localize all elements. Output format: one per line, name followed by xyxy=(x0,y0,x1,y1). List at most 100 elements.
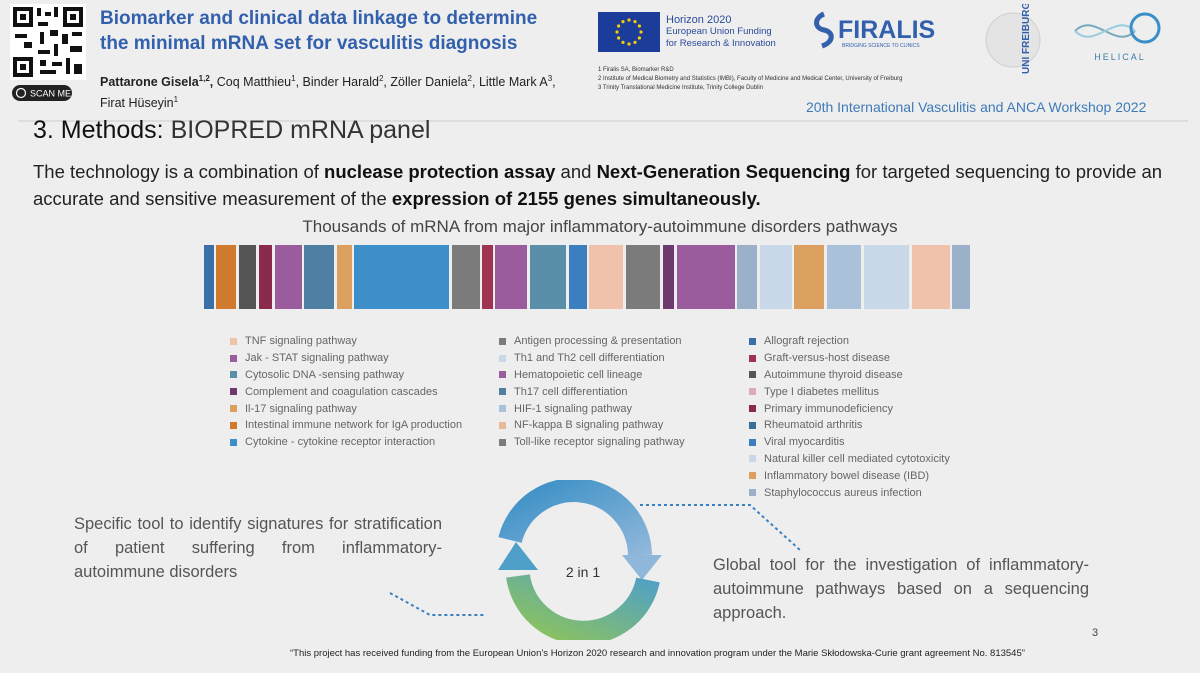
legend-column: TNF signaling pathway Jak - STAT signalin… xyxy=(230,333,462,451)
eu-logo: Horizon 2020 European Union Funding for Re… xyxy=(598,12,818,52)
legend-label: Allograft rejection xyxy=(764,335,849,348)
cycle-label: 2 in 1 xyxy=(566,564,600,580)
legend-label: Rheumatoid arthritis xyxy=(764,419,863,432)
legend-label: TNF signaling pathway xyxy=(245,335,357,348)
legend-label: Th17 cell differentiation xyxy=(514,385,628,398)
legend-label: Staphylococcus aureus infection xyxy=(764,486,922,499)
author-affiliation: 2 xyxy=(467,74,472,83)
legend-label: Th1 and Th2 cell differentiation xyxy=(514,352,665,365)
freiburg-name: UNI FREIBURG xyxy=(1021,4,1032,74)
author-name: Binder Harald xyxy=(302,75,379,90)
legend-item: Allograft rejection xyxy=(749,333,950,350)
left-text: Specific tool to identify signatures for… xyxy=(74,515,442,581)
legend-label: Antigen processing & presentation xyxy=(514,335,682,348)
legend-item: Type I diabetes mellitus xyxy=(749,383,950,400)
helical-name: HELICAL xyxy=(1094,52,1146,62)
legend-swatch xyxy=(749,421,756,429)
legend-item: Antigen processing & presentation xyxy=(499,333,685,350)
legend-item: Graft-versus-host disease xyxy=(749,350,950,367)
authors: Pattarone Gisela1,2, Coq Matthieu1, Bind… xyxy=(100,70,580,112)
divider xyxy=(18,120,1188,122)
title-line: the minimal mRNA set for vasculitis diag… xyxy=(100,33,518,54)
legend-item: Cytosolic DNA -sensing pathway xyxy=(230,367,462,384)
legend-swatch xyxy=(230,388,237,396)
author-name: Little Mark A xyxy=(478,75,548,90)
legend-item: Th1 and Th2 cell differentiation xyxy=(499,350,685,367)
legend-item: Th17 cell differentiation xyxy=(499,383,685,400)
legend-item: Cytokine - cytokine receptor interaction xyxy=(230,434,462,451)
cycle-graphic: 2 in 1 xyxy=(389,480,801,640)
author: Coq Matthieu1, xyxy=(216,74,299,90)
affiliation: 3 Trinity Translational Medicine Institu… xyxy=(598,85,764,91)
legend-swatch xyxy=(499,371,506,379)
author: Little Mark A3, xyxy=(478,74,556,90)
legend-swatch xyxy=(230,354,237,362)
legend-label: Autoimmune thyroid disease xyxy=(764,368,903,381)
intro-segment: and xyxy=(555,161,597,182)
legend-swatch xyxy=(749,371,756,379)
legend-label: Primary immunodeficiency xyxy=(764,402,893,415)
legend-item: Autoimmune thyroid disease xyxy=(749,367,950,384)
affiliation: 2 Institute of Medical Biometry and Stat… xyxy=(598,76,903,82)
section-title: BIOPRED mRNA panel xyxy=(170,116,431,144)
legend-item: Intestinal immune network for IgA produc… xyxy=(230,417,462,434)
legend-swatch xyxy=(499,405,506,413)
page-number: 3 xyxy=(1092,627,1099,639)
legend-swatch xyxy=(230,421,237,429)
legend-swatch xyxy=(749,388,756,396)
author: Binder Harald2, xyxy=(302,74,387,90)
author-affiliation: 2 xyxy=(378,74,384,83)
legend-swatch xyxy=(749,472,756,480)
legend-item: Viral myocarditis xyxy=(749,434,950,451)
author-affiliation: 3 xyxy=(547,74,553,83)
author-name: Coq Matthieu xyxy=(216,75,292,90)
section-number: 3. Methods: xyxy=(33,116,164,144)
legend-item: Inflammatory bowel disease (IBD) xyxy=(749,467,950,484)
legend-swatch xyxy=(749,455,756,463)
affiliation: 1 Firalis SA, Biomarker R&D xyxy=(598,67,674,73)
intro-segment: for targeted sequencing to provide an ac… xyxy=(33,161,1163,209)
author: Firat Hüseyin1 xyxy=(100,95,178,111)
author-name: Firat Hüseyin xyxy=(100,96,174,111)
section-heading: 3. Methods: BIOPRED mRNA panel xyxy=(33,116,430,145)
scan-label: SCAN ME xyxy=(30,89,71,99)
legend-item: HIF-1 signaling pathway xyxy=(499,400,685,417)
legend-label: Jak - STAT signaling pathway xyxy=(245,352,389,365)
author-separator: , xyxy=(383,75,387,90)
affiliations: 1 Firalis SA, Biomarker R&D 2 Institute o… xyxy=(598,66,902,93)
eu-line: for Research & Innovation xyxy=(666,38,776,49)
legend-label: Natural killer cell mediated cytotoxicit… xyxy=(764,452,950,465)
legend-item: Il-17 signaling pathway xyxy=(230,400,462,417)
poster-title: Biomarker and clinical data linkage to d… xyxy=(100,6,537,56)
legend-label: Toll-like receptor signaling pathway xyxy=(514,436,685,449)
legend-swatch xyxy=(230,405,237,413)
qr-code: SCAN ME xyxy=(10,4,86,101)
legend-item: Natural killer cell mediated cytotoxicit… xyxy=(749,451,950,468)
firalis-tagline: BRIDGING SCIENCE TO CLINICS xyxy=(842,43,920,49)
author-name: Zöller Daniela xyxy=(390,75,468,90)
legend-label: Cytokine - cytokine receptor interaction xyxy=(245,436,436,449)
legend-swatch xyxy=(749,438,756,446)
legend-item: Hematopoietic cell lineage xyxy=(499,367,685,384)
author: Zöller Daniela2, xyxy=(390,74,475,90)
legend-label: Hematopoietic cell lineage xyxy=(514,368,643,381)
intro-segment: expression of 2155 genes simultaneously. xyxy=(391,188,761,209)
legend-swatch xyxy=(499,421,506,429)
intro: The technology is a combination of nucle… xyxy=(33,158,1173,212)
legend-item: Jak - STAT signaling pathway xyxy=(230,350,462,367)
legend-item: Toll-like receptor signaling pathway xyxy=(499,434,685,451)
legend-item: Staphylococcus aureus infection xyxy=(749,484,950,501)
legend-swatch xyxy=(230,371,237,379)
eu-line: Horizon 2020 xyxy=(666,14,732,26)
helical-logo: HELICAL xyxy=(1074,12,1161,62)
firalis-logo: FIRALIS BRIDGING SCIENCE TO CLINICS xyxy=(814,11,935,49)
legend-item: Primary immunodeficiency xyxy=(749,400,950,417)
legend-label: Type I diabetes mellitus xyxy=(764,385,879,398)
legend-swatch xyxy=(499,388,506,396)
pathway-bar xyxy=(204,245,970,309)
legend-column: Antigen processing & presentation Th1 and… xyxy=(499,333,685,451)
author-separator: , xyxy=(209,75,214,90)
legend-swatch xyxy=(499,354,506,362)
author-separator: , xyxy=(552,75,556,90)
